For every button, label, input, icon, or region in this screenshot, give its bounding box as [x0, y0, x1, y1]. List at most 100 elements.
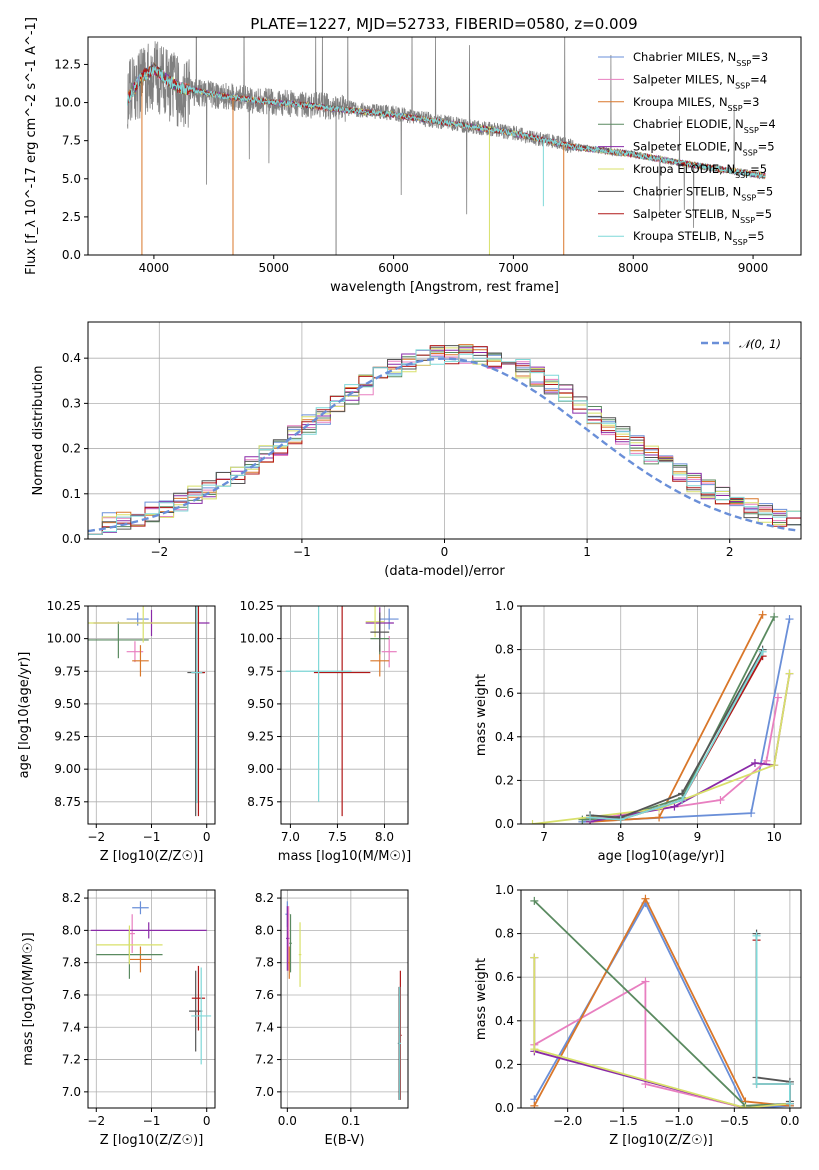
spectrum-xtick-label: 7000 — [498, 261, 529, 275]
weight_vs_Z-ytick-label: 0.6 — [495, 970, 514, 984]
mass_vs_Z-xlabel: Z [log10(Z/Z☉)] — [100, 1133, 204, 1148]
legend-entry: Kroupa STELIB, NSSP=5 — [633, 229, 764, 247]
legend-nssp: =4 — [759, 117, 776, 131]
age_vs_mass-frame — [280, 605, 409, 825]
mass_vs_Z-ytick-label: 7.6 — [62, 988, 81, 1002]
legend-model-name: Kroupa ELODIE, N — [633, 162, 735, 176]
mass_vs_Z-ylabel: mass [log10(M/M☉)] — [21, 932, 36, 1065]
mass_vs_ebv-ytick-label: 7.2 — [255, 1053, 274, 1067]
mass_vs_Z-frame — [87, 889, 216, 1109]
mass_vs_Z-xtick-label: −2 — [87, 1114, 105, 1128]
age_vs_mass-xlabel: mass [log10(M/M☉)] — [278, 849, 411, 864]
legend-model-name: Chabrier STELIB, N — [633, 184, 741, 198]
legend-entry: Kroupa ELODIE, NSSP=5 — [633, 162, 767, 180]
weight_vs_Z-ytick-label: 0.4 — [495, 1014, 514, 1028]
weight_vs_age-xtick-label: 10 — [767, 830, 782, 844]
spectrum-xtick-label: 9000 — [738, 261, 769, 275]
legend-nssp: =5 — [755, 207, 772, 221]
legend-entry: Chabrier MILES, NSSP=3 — [633, 50, 768, 68]
residual-histogram-step — [88, 345, 801, 535]
age_vs_Z-ytick-label: 10.25 — [47, 599, 81, 613]
residuals-ytick-label: 0.2 — [62, 442, 81, 456]
weight_vs_age-xtick-label: 8 — [617, 830, 625, 844]
legend-model-name: Salpeter STELIB, N — [633, 207, 740, 221]
age_vs_mass-xtick-label: 7.5 — [328, 830, 347, 844]
legend-nssp: =3 — [743, 95, 760, 109]
age_vs_mass-ytick-label: 10.25 — [240, 599, 274, 613]
weight_vs_Z-ytick-label: 1.0 — [495, 883, 514, 897]
spectrum-xtick-label: 6000 — [378, 261, 409, 275]
spectrum-xtick-label: 5000 — [258, 261, 289, 275]
mass_vs_Z-xtick-label: 0 — [203, 1114, 211, 1128]
legend-model-name: Kroupa STELIB, N — [633, 229, 733, 243]
residuals-frame — [87, 321, 802, 540]
mass-weight-line — [533, 896, 790, 1107]
legend-subscript: SSP — [741, 193, 756, 202]
mass-weight-line — [755, 935, 791, 1104]
legend-subscript: SSP — [735, 171, 750, 180]
mass_vs_ebv-ytick-label: 7.8 — [255, 956, 274, 970]
legend-entry: Chabrier ELODIE, NSSP=4 — [633, 117, 776, 135]
age_vs_Z-ytick-label: 9.00 — [54, 762, 81, 776]
age_vs_Z-xtick-label: −2 — [87, 830, 105, 844]
age_vs_mass-ytick-label: 9.75 — [247, 664, 274, 678]
model-spectrum-line — [127, 65, 766, 179]
weight_vs_Z-xtick-label: −0.5 — [720, 1114, 749, 1128]
residuals-ylabel: Normed distribution — [31, 366, 46, 496]
legend-entry: 𝒩(0, 1) — [739, 337, 781, 351]
spectrum-ytick-label: 12.5 — [54, 57, 81, 71]
mass_vs_ebv-frame — [280, 889, 409, 1109]
spectrum-xtick-label: 8000 — [618, 261, 649, 275]
age_vs_Z-ytick-label: 8.75 — [54, 795, 81, 809]
weight_vs_age-ytick-label: 0.2 — [495, 773, 514, 787]
legend-nssp: =4 — [750, 72, 767, 86]
residual-histogram-step — [88, 349, 801, 535]
mass_vs_Z-ytick-label: 7.0 — [62, 1085, 81, 1099]
spectrum-xtick-label: 4000 — [139, 261, 170, 275]
weight_vs_Z-xlabel: Z [log10(Z/Z☉)] — [609, 1133, 713, 1148]
age_vs_mass-ytick-label: 9.00 — [247, 762, 274, 776]
age_vs_Z-frame — [87, 605, 216, 825]
legend-nssp: =5 — [756, 184, 773, 198]
legend-entry: Chabrier STELIB, NSSP=5 — [633, 184, 773, 202]
spectrum-frame — [87, 36, 802, 256]
residuals-ytick-label: 0.3 — [62, 396, 81, 410]
weight_vs_age-xlabel: age [log10(age/yr)] — [598, 849, 725, 864]
spectrum-data — [127, 37, 766, 255]
age_vs_mass-xtick-label: 8.0 — [375, 830, 394, 844]
weight_vs_Z-xtick-label: −1.0 — [664, 1114, 693, 1128]
weight_vs_age-ytick-label: 0.6 — [495, 686, 514, 700]
mass_vs_Z-ytick-label: 8.0 — [62, 923, 81, 937]
spectrum-ytick-label: 5.0 — [62, 172, 81, 186]
legend-subscript: SSP — [740, 215, 755, 224]
legend-entry: Salpeter STELIB, NSSP=5 — [633, 207, 772, 225]
legend-model-name: Salpeter MILES, N — [633, 72, 735, 86]
age_vs_Z-xtick-label: 0 — [203, 830, 211, 844]
spectrum-ytick-label: 7.5 — [62, 134, 81, 148]
age_vs_mass-ytick-label: 8.75 — [247, 795, 274, 809]
residuals-xtick-label: 2 — [726, 545, 734, 559]
residuals-xlabel: (data-model)/error — [384, 564, 505, 579]
weight_vs_Z-xtick-label: −1.5 — [609, 1114, 638, 1128]
mass_vs_ebv-data — [285, 901, 402, 1100]
residuals-xtick-label: 0 — [441, 545, 449, 559]
weight_vs_age-ytick-label: 0.8 — [495, 643, 514, 657]
age_vs_Z-ylabel: age [log10(age/yr)] — [17, 652, 32, 779]
legend-subscript: SSP — [735, 81, 750, 90]
age_vs_mass-ytick-label: 10.00 — [240, 632, 274, 646]
legend-subscript: SSP — [743, 148, 758, 157]
residuals-ytick-label: 0.0 — [62, 532, 81, 546]
legend-model-name: Salpeter ELODIE, N — [633, 140, 743, 154]
age_vs_Z-xlabel: Z [log10(Z/Z☉)] — [100, 849, 204, 864]
weight_vs_age-ytick-label: 1.0 — [495, 599, 514, 613]
mass_vs_ebv-ytick-label: 7.6 — [255, 988, 274, 1002]
age_vs_mass-ytick-label: 9.25 — [247, 730, 274, 744]
legend-model-name: Chabrier MILES, N — [633, 50, 736, 64]
mass-weight-line — [589, 649, 764, 819]
weight_vs_age-data — [528, 610, 794, 824]
mass-weight-line — [533, 957, 790, 1108]
residuals-xtick-label: 1 — [583, 545, 591, 559]
legend-model-name: Chabrier ELODIE, N — [633, 117, 744, 131]
weight_vs_Z-xtick-label: −2.0 — [553, 1114, 582, 1128]
